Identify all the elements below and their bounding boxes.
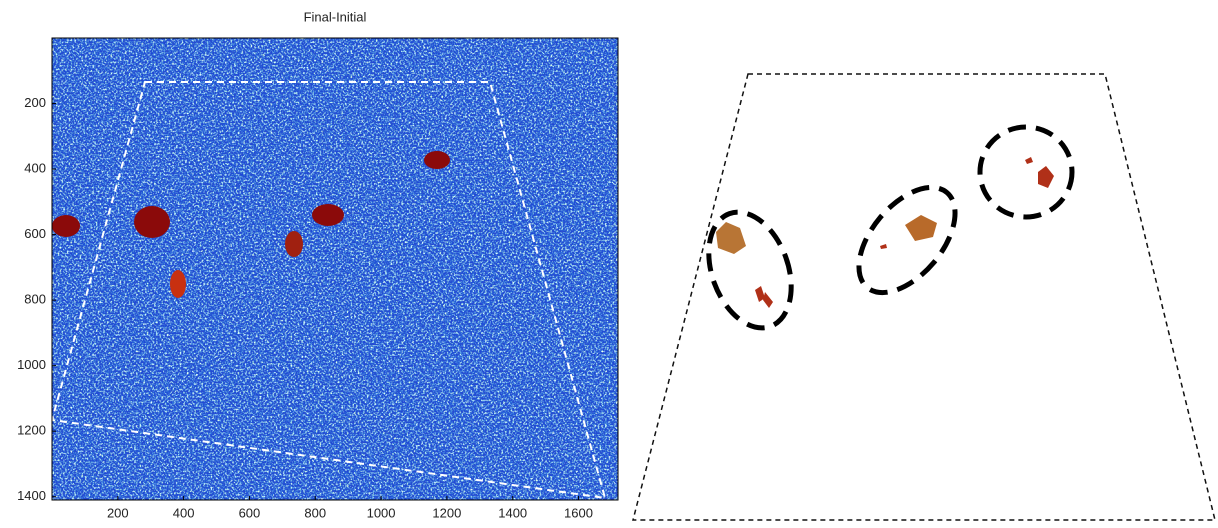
y-tick-label: 1400 [17,488,46,503]
x-tick-label: 1400 [498,505,527,520]
figure: Final-Initial 200 400 600 800 1000 1200 1400 16… [0,0,1218,528]
x-tick-label: 600 [239,505,261,520]
x-tick-label: 1600 [564,505,593,520]
chart-title: Final-Initial [304,9,367,24]
y-tick-label: 1200 [17,423,46,438]
y-tick-label: 1000 [17,357,46,372]
x-tick-label: 200 [107,505,129,520]
hotspots [716,157,1054,308]
y-tick-label: 600 [24,226,46,241]
mask-panel [633,74,1215,520]
highlight-ellipses [694,127,1072,339]
y-tick-label: 800 [24,292,46,307]
x-tick-label: 400 [173,505,195,520]
x-tick-label: 800 [304,505,326,520]
y-tick-label: 400 [24,161,46,176]
y-tick-label: 200 [24,95,46,110]
x-tick-label: 1000 [367,505,396,520]
heatmap-noise [52,38,618,500]
x-tick-label: 1200 [432,505,461,520]
heatmap [52,38,618,500]
